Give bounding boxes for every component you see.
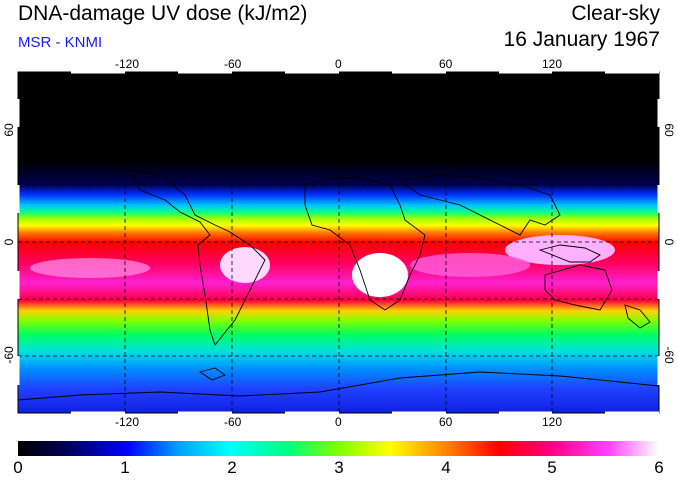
- map-title: DNA-damage UV dose (kJ/m2): [18, 2, 308, 25]
- sky-condition: Clear-sky: [571, 2, 660, 25]
- colorbar-label: 0: [13, 458, 23, 477]
- high-dose-indo: [505, 235, 615, 265]
- lon-label-top: 60: [439, 57, 453, 71]
- credit-label: MSR - KNMI: [18, 34, 103, 51]
- colorbar-label: 6: [654, 458, 664, 477]
- lon-label-top: -120: [115, 57, 140, 71]
- lat-label-right: 60: [662, 123, 676, 137]
- lon-label-top: 120: [542, 57, 563, 71]
- high-dose-ocean: [410, 253, 530, 277]
- map-date: 16 January 1967: [503, 28, 660, 51]
- lat-label-right: 0: [662, 238, 676, 246]
- colorbar-label: 4: [441, 458, 451, 477]
- lat-label-right: -60: [662, 346, 676, 364]
- high-dose-pacific: [30, 258, 150, 278]
- lon-label-bottom: 0: [335, 415, 342, 429]
- colorbar-label: 1: [120, 458, 130, 477]
- lat-label-left: 60: [2, 123, 16, 137]
- lat-label-left: -60: [2, 346, 16, 364]
- lon-label-bottom: 120: [542, 415, 563, 429]
- colorbar-label: 5: [547, 458, 557, 477]
- lon-label-top: 0: [335, 57, 342, 71]
- lon-label-bottom: -120: [115, 415, 140, 429]
- lon-label-bottom: -60: [224, 415, 242, 429]
- frame-ticks: [16, 70, 661, 415]
- lon-label-top: -60: [224, 57, 242, 71]
- colorbar-label: 3: [334, 458, 344, 477]
- high-dose-africa: [352, 253, 408, 297]
- lon-label-bottom: 60: [439, 415, 453, 429]
- lat-label-left: 0: [2, 238, 16, 246]
- colorbar: [18, 441, 659, 456]
- lat-lon-grid: [18, 72, 659, 413]
- coastlines: [18, 169, 659, 401]
- colorbar-label: 2: [227, 458, 237, 477]
